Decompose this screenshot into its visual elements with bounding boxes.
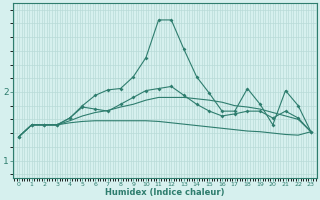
X-axis label: Humidex (Indice chaleur): Humidex (Indice chaleur) — [105, 188, 225, 197]
